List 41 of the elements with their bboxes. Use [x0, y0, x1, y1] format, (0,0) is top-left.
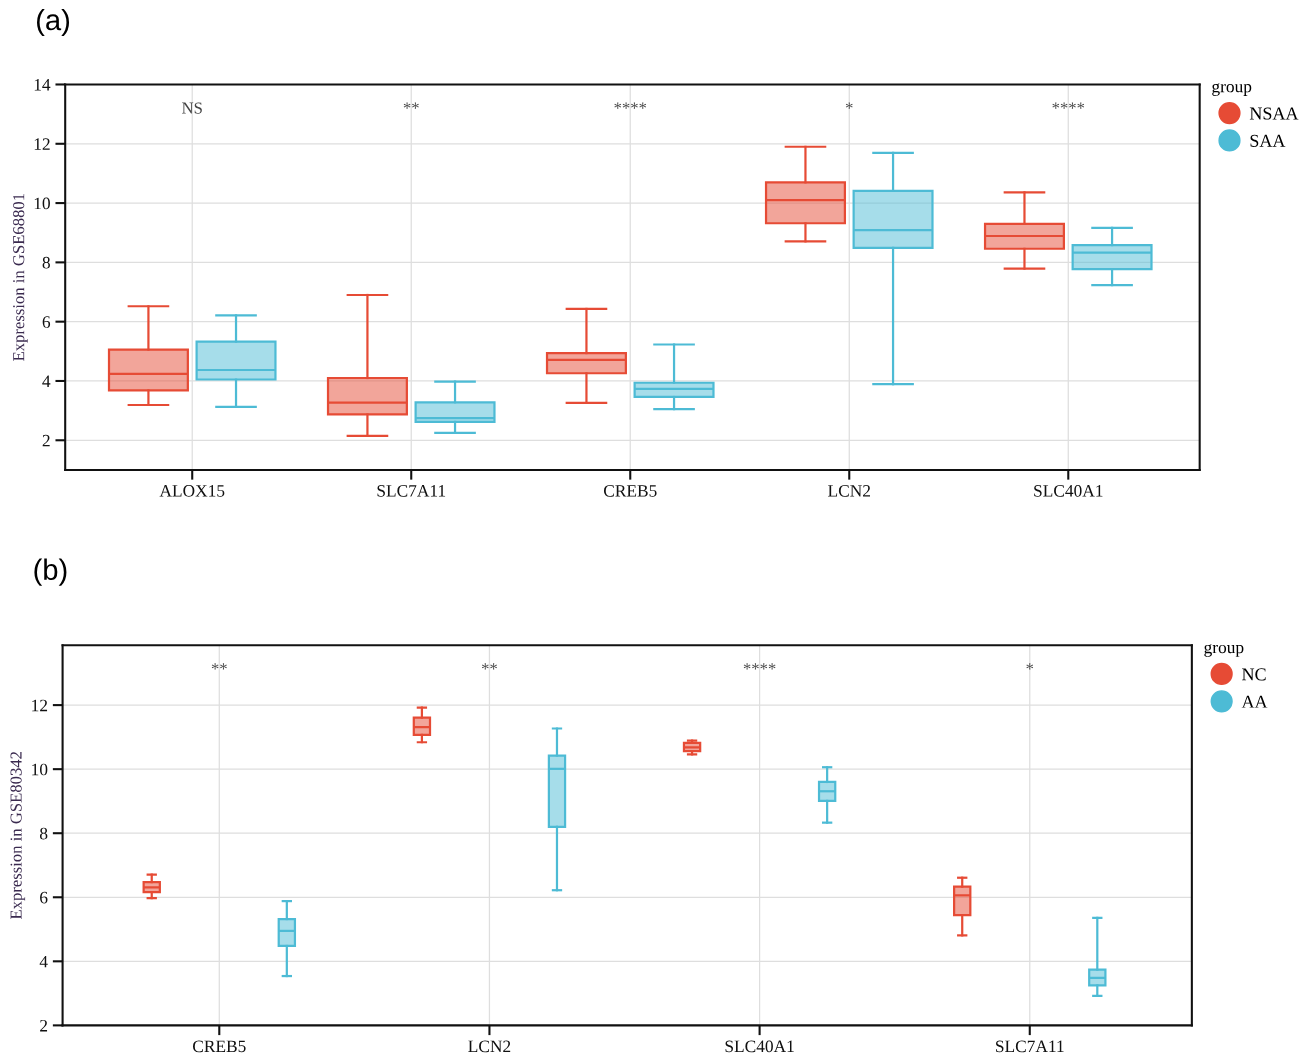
x-tick-label: ALOX15 — [159, 485, 225, 497]
annotation: * — [1026, 663, 1034, 670]
annotation: * — [845, 102, 853, 109]
y-tick-label: 14 — [34, 79, 51, 91]
y-tick-label: 2 — [40, 1019, 48, 1032]
y-tick-label: 10 — [34, 197, 50, 210]
annotation: NS — [182, 102, 202, 114]
legend-label: NSAA — [1249, 107, 1299, 120]
y-tick-label: 12 — [34, 138, 50, 150]
annotation: ** — [403, 102, 419, 109]
annotation: **** — [1052, 102, 1085, 109]
x-tick-label: LCN2 — [468, 1040, 511, 1053]
x-tick-label: SLC40A1 — [725, 1040, 794, 1053]
y-tick-label: 12 — [32, 699, 48, 712]
y-tick-label: 6 — [40, 891, 48, 904]
x-tick-label: SLC40A1 — [1034, 485, 1103, 497]
annotation: ** — [481, 663, 497, 670]
y-tick-label: 6 — [42, 316, 51, 328]
annotation: ** — [211, 663, 227, 670]
y-tick-label: 10 — [32, 763, 48, 776]
y-axis-title: Expression in GSE80342 — [10, 751, 26, 920]
chart-title: (a) — [37, 8, 70, 37]
legend-title: group — [1204, 644, 1244, 657]
y-tick-label: 4 — [39, 955, 48, 968]
y-tick-label: 8 — [39, 827, 48, 840]
legend-label: AA — [1241, 695, 1268, 708]
annotation: **** — [743, 663, 776, 670]
legend-label: SAA — [1250, 134, 1286, 147]
x-tick-label: LCN2 — [828, 485, 871, 497]
legend-title: group — [1212, 83, 1252, 96]
legend-label: NC — [1242, 668, 1266, 681]
y-tick-label: 8 — [42, 256, 50, 269]
x-tick-label: SLC7A11 — [996, 1040, 1064, 1053]
x-tick-label: SLC7A11 — [377, 485, 446, 497]
y-tick-label: 2 — [42, 434, 50, 447]
y-tick-label: 4 — [42, 375, 51, 387]
y-axis-title: Expression in GSE68801 — [13, 193, 28, 361]
annotation: **** — [614, 102, 647, 109]
x-tick-label: CREB5 — [192, 1040, 246, 1053]
x-tick-label: CREB5 — [603, 485, 657, 497]
chart-title: (b) — [34, 558, 67, 586]
